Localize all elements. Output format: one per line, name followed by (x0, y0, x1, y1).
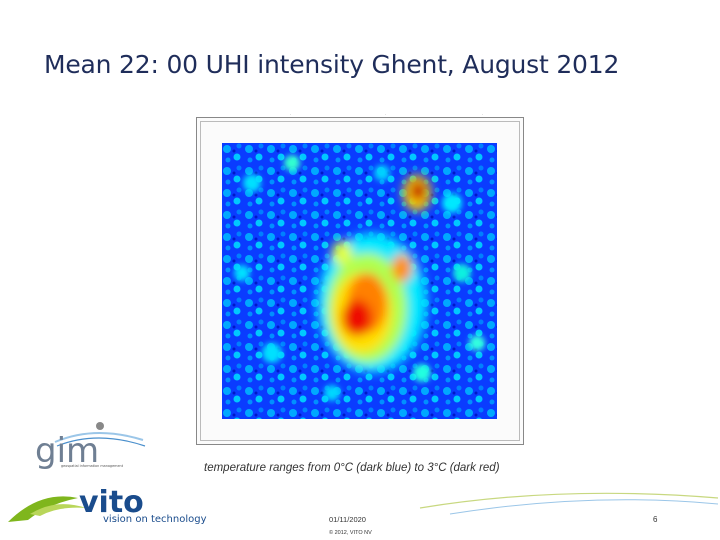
heat-blobs-city (317, 175, 431, 373)
slide-title: Mean 22: 00 UHI intensity Ghent, August … (44, 50, 620, 79)
vito-wordmark: vito (79, 485, 144, 520)
map-tick-top: · (290, 112, 292, 117)
gim-dot-icon (96, 422, 104, 430)
map-tick-top: · (385, 112, 387, 117)
gim-tagline: geospatial information management (61, 464, 124, 468)
vito-tagline: vision on technology (103, 514, 207, 525)
footer-copyright: © 2012, VITO NV (329, 530, 372, 536)
footer-date: 01/11/2020 (329, 515, 366, 524)
uhi-heatmap (222, 143, 497, 419)
gim-wordmark: gim (35, 431, 99, 470)
gim-logo: gim geospatial information management (35, 422, 146, 470)
map-inner-border (200, 121, 520, 441)
page-number: 6 (653, 515, 658, 524)
vito-logo: vito vision on technology (8, 485, 719, 525)
map-caption: temperature ranges from 0°C (dark blue) … (204, 462, 500, 474)
heat-blobs-low (234, 155, 485, 401)
map-tick-top: · (482, 112, 484, 117)
